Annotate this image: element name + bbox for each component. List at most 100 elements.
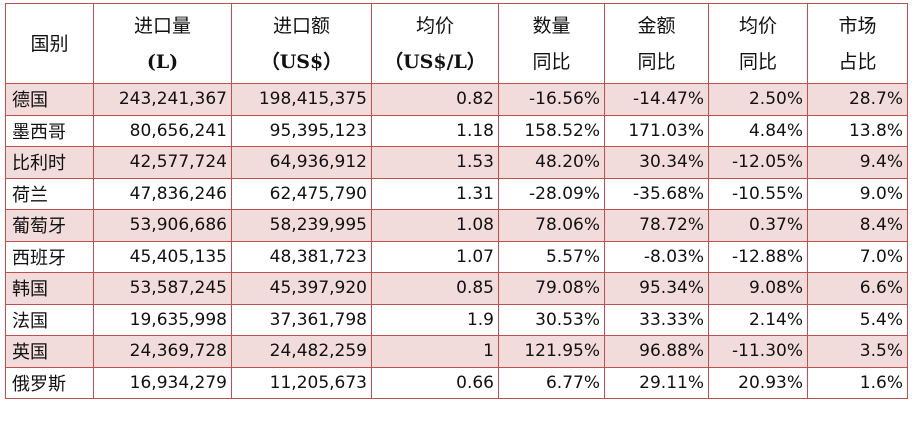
header-country-label: 国别 — [30, 32, 69, 55]
country-cell: 墨西哥 — [5, 114, 94, 147]
import-value-cell: 24,482,259 — [231, 335, 372, 368]
header-import-value-unit: （US$） — [260, 50, 343, 73]
country-cell: 西班牙 — [5, 240, 94, 273]
header-import-volume-unit: (L) — [146, 50, 179, 73]
import-volume-cell: 24,369,728 — [93, 335, 232, 368]
import-statistics-table: 国别 进口量 (L) 进口额 （US$） 均价 （US$/L） 数量 同比 — [5, 3, 908, 399]
import-table-wrapper: 国别 进口量 (L) 进口额 （US$） 均价 （US$/L） 数量 同比 — [5, 3, 908, 399]
table-row: 比利时 42,577,724 64,936,912 1.53 48.20% 30… — [5, 146, 908, 179]
import-volume-cell: 47,836,246 — [93, 177, 232, 210]
price-yoy-cell: 2.14% — [708, 303, 808, 336]
header-price-yoy-line1: 均价 — [738, 14, 777, 37]
price-yoy-cell: -11.30% — [708, 335, 808, 368]
country-cell: 韩国 — [5, 272, 94, 305]
avg-price-cell: 0.66 — [371, 366, 499, 399]
header-import-volume-line1: 进口量 — [133, 14, 191, 37]
table-row: 法国 19,635,998 37,361,798 1.9 30.53% 33.3… — [5, 303, 908, 336]
avg-price-cell: 1.53 — [371, 146, 499, 179]
header-value-yoy-line1: 金额 — [637, 14, 676, 37]
table-row: 德国 243,241,367 198,415,375 0.82 -16.56% … — [5, 83, 908, 116]
market-share-cell: 7.0% — [807, 240, 908, 273]
price-yoy-cell: 4.84% — [708, 114, 808, 147]
market-share-cell: 1.6% — [807, 366, 908, 399]
avg-price-cell: 1.31 — [371, 177, 499, 210]
price-yoy-cell: 20.93% — [708, 366, 808, 399]
header-avg-price: 均价 （US$/L） — [371, 3, 499, 84]
value-yoy-cell: -14.47% — [604, 83, 709, 116]
import-volume-cell: 53,587,245 — [93, 272, 232, 305]
import-value-cell: 62,475,790 — [231, 177, 372, 210]
header-avg-price-unit: （US$/L） — [384, 50, 486, 73]
import-value-cell: 64,936,912 — [231, 146, 372, 179]
value-yoy-cell: 96.88% — [604, 335, 709, 368]
header-price-yoy: 均价 同比 — [708, 3, 808, 84]
market-share-cell: 8.4% — [807, 209, 908, 242]
import-volume-cell: 16,934,279 — [93, 366, 232, 399]
country-cell: 德国 — [5, 83, 94, 116]
volume-yoy-cell: -16.56% — [498, 83, 605, 116]
value-yoy-cell: -35.68% — [604, 177, 709, 210]
import-volume-cell: 19,635,998 — [93, 303, 232, 336]
import-volume-cell: 42,577,724 — [93, 146, 232, 179]
header-volume-yoy-line2: 同比 — [532, 50, 571, 73]
import-volume-cell: 45,405,135 — [93, 240, 232, 273]
volume-yoy-cell: 78.06% — [498, 209, 605, 242]
market-share-cell: 13.8% — [807, 114, 908, 147]
volume-yoy-cell: 5.57% — [498, 240, 605, 273]
header-value-yoy: 金额 同比 — [604, 3, 709, 84]
header-value-yoy-line2: 同比 — [637, 50, 676, 73]
value-yoy-cell: 78.72% — [604, 209, 709, 242]
price-yoy-cell: -12.05% — [708, 146, 808, 179]
header-price-yoy-line2: 同比 — [738, 50, 777, 73]
header-market-share: 市场 占比 — [807, 3, 908, 84]
value-yoy-cell: 33.33% — [604, 303, 709, 336]
price-yoy-cell: 2.50% — [708, 83, 808, 116]
table-row: 俄罗斯 16,934,279 11,205,673 0.66 6.77% 29.… — [5, 366, 908, 399]
table-header-row: 国别 进口量 (L) 进口额 （US$） 均价 （US$/L） 数量 同比 — [5, 3, 908, 84]
price-yoy-cell: -10.55% — [708, 177, 808, 210]
value-yoy-cell: 95.34% — [604, 272, 709, 305]
avg-price-cell: 1.07 — [371, 240, 499, 273]
market-share-cell: 5.4% — [807, 303, 908, 336]
market-share-cell: 9.0% — [807, 177, 908, 210]
import-value-cell: 95,395,123 — [231, 114, 372, 147]
import-volume-cell: 243,241,367 — [93, 83, 232, 116]
table-row: 墨西哥 80,656,241 95,395,123 1.18 158.52% 1… — [5, 114, 908, 147]
import-value-cell: 45,397,920 — [231, 272, 372, 305]
import-value-cell: 58,239,995 — [231, 209, 372, 242]
table-row: 葡萄牙 53,906,686 58,239,995 1.08 78.06% 78… — [5, 209, 908, 242]
price-yoy-cell: 9.08% — [708, 272, 808, 305]
table-row: 西班牙 45,405,135 48,381,723 1.07 5.57% -8.… — [5, 240, 908, 273]
country-cell: 法国 — [5, 303, 94, 336]
volume-yoy-cell: -28.09% — [498, 177, 605, 210]
price-yoy-cell: 0.37% — [708, 209, 808, 242]
import-value-cell: 198,415,375 — [231, 83, 372, 116]
value-yoy-cell: 30.34% — [604, 146, 709, 179]
value-yoy-cell: 29.11% — [604, 366, 709, 399]
import-volume-cell: 80,656,241 — [93, 114, 232, 147]
avg-price-cell: 1.08 — [371, 209, 499, 242]
value-yoy-cell: -8.03% — [604, 240, 709, 273]
volume-yoy-cell: 79.08% — [498, 272, 605, 305]
header-import-volume: 进口量 (L) — [93, 3, 232, 84]
table-row: 荷兰 47,836,246 62,475,790 1.31 -28.09% -3… — [5, 177, 908, 210]
header-volume-yoy: 数量 同比 — [498, 3, 605, 84]
country-cell: 荷兰 — [5, 177, 94, 210]
avg-price-cell: 0.82 — [371, 83, 499, 116]
avg-price-cell: 0.85 — [371, 272, 499, 305]
market-share-cell: 3.5% — [807, 335, 908, 368]
volume-yoy-cell: 48.20% — [498, 146, 605, 179]
table-row: 韩国 53,587,245 45,397,920 0.85 79.08% 95.… — [5, 272, 908, 305]
market-share-cell: 6.6% — [807, 272, 908, 305]
avg-price-cell: 1 — [371, 335, 499, 368]
header-import-value: 进口额 （US$） — [231, 3, 372, 84]
volume-yoy-cell: 121.95% — [498, 335, 605, 368]
volume-yoy-cell: 30.53% — [498, 303, 605, 336]
header-import-value-line1: 进口额 — [272, 14, 330, 37]
price-yoy-cell: -12.88% — [708, 240, 808, 273]
value-yoy-cell: 171.03% — [604, 114, 709, 147]
header-volume-yoy-line1: 数量 — [532, 14, 571, 37]
header-market-share-line1: 市场 — [838, 14, 877, 37]
market-share-cell: 9.4% — [807, 146, 908, 179]
import-volume-cell: 53,906,686 — [93, 209, 232, 242]
